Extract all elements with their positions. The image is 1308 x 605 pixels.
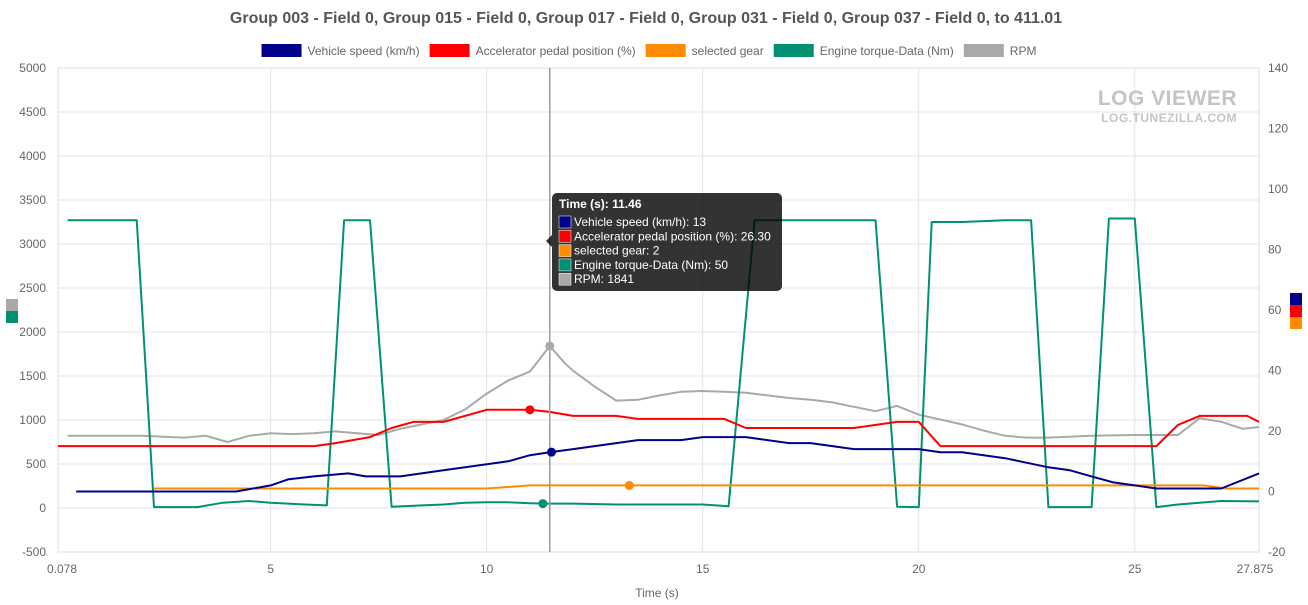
series-line [67, 345, 1260, 443]
watermark-title: LOG VIEWER [1098, 87, 1237, 110]
x-tick-label: 25 [1128, 562, 1142, 576]
legend-label: Engine torque-Data (Nm) [820, 44, 954, 58]
tooltip-swatch [558, 272, 572, 286]
y-left-tick-label: 3000 [19, 237, 46, 251]
hover-tooltip: Time (s): 11.46 Vehicle speed (km/h): 13A… [546, 193, 782, 291]
left-axis-tag [6, 299, 18, 311]
series-line [67, 217, 1260, 509]
watermark: LOG VIEWER LOG.TUNEZILLA.COM [1098, 87, 1237, 125]
legend-swatch [963, 44, 1004, 57]
x-tick-label: 15 [696, 562, 710, 576]
axes: -500050010001500200025003000350040004500… [19, 61, 1288, 576]
tooltip-caret [546, 235, 552, 247]
y-left-tick-label: 2000 [19, 325, 46, 339]
tooltip-line: RPM: 1841 [574, 272, 634, 286]
legend-swatch [645, 44, 686, 57]
tooltip-line: Vehicle speed (km/h): 13 [574, 215, 706, 229]
y-right-tick-label: 60 [1268, 303, 1282, 317]
legend-swatch [773, 44, 814, 57]
tooltip-line: Engine torque-Data (Nm): 50 [574, 258, 728, 272]
hover-point [525, 405, 535, 415]
grid [57, 67, 1260, 553]
series-line [76, 436, 1260, 493]
hover-point [547, 447, 557, 457]
legend-swatch [429, 44, 470, 57]
hover-point [538, 499, 548, 509]
x-tick-label: 0.078 [47, 562, 77, 576]
tooltip-swatch [558, 258, 572, 272]
y-right-tick-label: 100 [1268, 182, 1288, 196]
legend-label: Accelerator pedal position (%) [476, 44, 636, 58]
x-tick-label: 20 [912, 562, 926, 576]
y-right-tick-label: -20 [1268, 545, 1286, 559]
right-axis-tag [1290, 305, 1302, 317]
y-left-tick-label: -500 [22, 545, 46, 559]
x-axis-label: Time (s) [635, 586, 679, 600]
tooltip-swatch [558, 244, 572, 257]
hover-point [545, 341, 555, 351]
tooltip-line: selected gear: 2 [574, 244, 660, 258]
legend-label: selected gear [692, 44, 764, 58]
chart-title: Group 003 - Field 0, Group 015 - Field 0… [230, 10, 1062, 27]
series-line [58, 408, 1260, 448]
y-left-tick-label: 2500 [19, 281, 46, 295]
tooltip-line: Accelerator pedal position (%): 26.30 [574, 229, 771, 243]
right-axis-tag [1290, 293, 1302, 305]
tooltip-title: Time (s): 11.46 [559, 197, 642, 211]
x-tick-label: 10 [480, 562, 494, 576]
y-right-tick-label: 20 [1268, 424, 1282, 438]
y-left-tick-label: 3500 [19, 193, 46, 207]
hover-markers [525, 341, 634, 509]
y-left-tick-label: 1500 [19, 369, 46, 383]
x-tick-label: 27.875 [1237, 562, 1274, 576]
y-right-tick-label: 40 [1268, 364, 1282, 378]
legend-swatch [261, 44, 302, 57]
plot-border [57, 67, 1260, 553]
tooltip-swatch [558, 230, 572, 243]
y-left-tick-label: 0 [39, 501, 46, 515]
right-axis-tag [1290, 317, 1302, 329]
legend-label: RPM [1010, 44, 1037, 58]
y-left-tick-label: 5000 [19, 61, 46, 75]
tooltip-swatch [558, 215, 572, 229]
y-left-tick-label: 4000 [19, 149, 46, 163]
tooltip-box [552, 193, 782, 291]
watermark-subtitle: LOG.TUNEZILLA.COM [1101, 111, 1237, 125]
y-left-tick-label: 1000 [19, 413, 46, 427]
y-right-tick-label: 80 [1268, 243, 1282, 257]
hover-point [624, 480, 634, 490]
y-right-tick-label: 120 [1268, 122, 1288, 136]
y-left-tick-label: 500 [26, 457, 46, 471]
axis-side-tags [6, 293, 1302, 329]
y-right-tick-label: 140 [1268, 61, 1288, 75]
y-right-tick-label: 0 [1268, 485, 1275, 499]
x-tick-label: 5 [267, 562, 274, 576]
legend-label: Vehicle speed (km/h) [308, 44, 420, 58]
left-axis-tag [6, 311, 18, 323]
legend: Vehicle speed (km/h) Accelerator pedal po… [261, 44, 1037, 58]
y-left-tick-label: 4500 [19, 105, 46, 119]
